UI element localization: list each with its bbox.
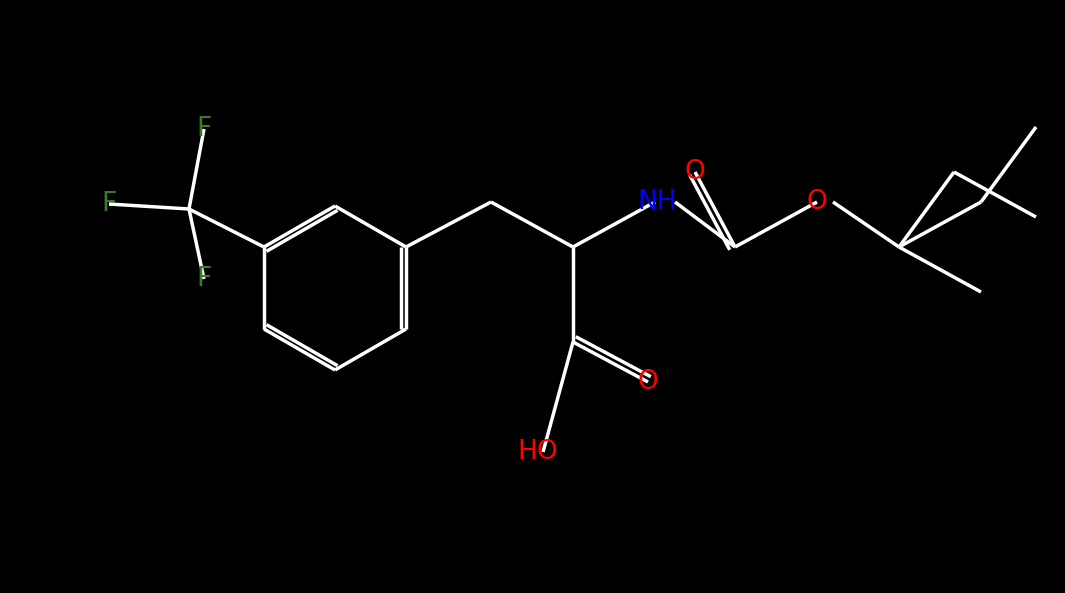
Text: F: F bbox=[196, 116, 212, 142]
Text: O: O bbox=[638, 369, 658, 395]
Text: O: O bbox=[806, 189, 828, 215]
Text: O: O bbox=[685, 159, 705, 185]
Text: NH: NH bbox=[637, 189, 677, 215]
Text: F: F bbox=[101, 191, 116, 217]
Text: HO: HO bbox=[518, 439, 558, 465]
Text: F: F bbox=[196, 266, 212, 292]
